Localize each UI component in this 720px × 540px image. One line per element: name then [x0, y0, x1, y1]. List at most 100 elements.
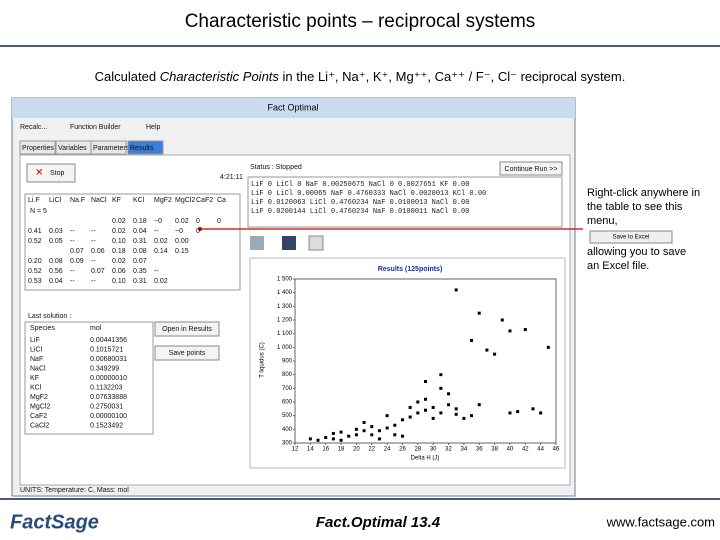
- species-cell: 0.07633888: [90, 394, 127, 401]
- grid-header: MgCl2: [175, 197, 195, 204]
- stop-button[interactable]: [26, 163, 76, 183]
- y-tick-label: 1 500: [277, 277, 293, 283]
- grid-cell: 0.31: [133, 278, 147, 285]
- point: [400, 434, 404, 438]
- grid-header: MgF2: [154, 197, 172, 204]
- y-tick-label: 900: [282, 359, 293, 365]
- point: [393, 423, 397, 427]
- grid-cell: 0.04: [49, 278, 63, 285]
- callout-text: an Excel file.: [587, 260, 649, 272]
- grid-cell: 0.04: [133, 228, 147, 235]
- grid-header: KF: [112, 197, 121, 204]
- grid-cell: --: [91, 278, 96, 285]
- point: [508, 411, 512, 415]
- menu-item[interactable]: Recalc...: [20, 124, 47, 131]
- print-icon[interactable]: [250, 236, 264, 250]
- excel-label: Save to Excel: [613, 235, 650, 241]
- menu-item[interactable]: Help: [146, 124, 161, 131]
- point: [339, 438, 343, 442]
- save-label: Save points: [169, 350, 206, 357]
- save-icon[interactable]: [282, 236, 296, 250]
- point: [354, 427, 358, 431]
- species-cell: 0.2750031: [90, 403, 123, 410]
- point: [424, 380, 427, 383]
- grid-cell: 0.02: [175, 218, 189, 225]
- species-cell: KCl: [30, 384, 42, 391]
- save-button[interactable]: [154, 345, 220, 361]
- point: [324, 436, 328, 440]
- grid-cell: 0.10: [112, 278, 126, 285]
- grid-cell: --: [70, 268, 75, 275]
- callout-text: allowing you to save: [587, 246, 686, 258]
- species-cell: 0.00000100: [90, 413, 127, 420]
- subtitle: Calculated Characteristic Points in the …: [95, 69, 626, 84]
- tab-label: Results: [130, 145, 154, 152]
- x-tick-label: 36: [476, 447, 483, 453]
- tab[interactable]: [90, 140, 127, 155]
- grid-cell: --: [91, 238, 96, 245]
- x-tick-label: 34: [461, 447, 468, 453]
- species-cell: 0.1523492: [90, 422, 123, 429]
- chart-icon[interactable]: [308, 235, 324, 251]
- point: [546, 345, 550, 349]
- point: [454, 288, 458, 292]
- grid-cell: 0.15: [175, 248, 189, 255]
- point: [424, 397, 427, 401]
- grid-cell: 0.02: [154, 278, 168, 285]
- species-cell: NaF: [30, 356, 43, 363]
- y-tick-label: 1 300: [277, 304, 293, 310]
- tab[interactable]: [19, 140, 56, 155]
- point: [470, 414, 474, 418]
- species-cell: CaF2: [30, 413, 47, 420]
- grid-cell: 0.53: [28, 278, 42, 285]
- x-tick-label: 20: [353, 447, 360, 453]
- title-bar: [12, 98, 575, 118]
- open-label: Open in Results: [162, 326, 212, 333]
- open-button[interactable]: [154, 321, 220, 337]
- product: Fact.Optimal 13.4: [316, 514, 441, 531]
- logo: FactSage: [10, 511, 99, 533]
- species-cell: KF: [30, 375, 39, 382]
- console-line: LiF 0.0120063 LiCl 0.4760234 NaF 0.01000…: [251, 199, 469, 207]
- grid-cell: 0.20: [28, 258, 42, 265]
- grid-cell: 0.06: [112, 268, 126, 275]
- y-tick-label: 600: [282, 400, 293, 406]
- grid-cell: 0.52: [28, 238, 42, 245]
- grid-cell: --: [154, 228, 159, 235]
- tab[interactable]: [127, 140, 164, 155]
- callout-text: the table to see this: [587, 201, 683, 213]
- species-cell: MgF2: [30, 394, 48, 401]
- species-cell: NaCl: [30, 365, 46, 372]
- console-line: LiF 0.0200144 LiCl 0.4760234 NaF 0.01000…: [251, 208, 469, 216]
- grid-cell: 0: [217, 218, 221, 225]
- point: [539, 411, 543, 415]
- x-tick-label: 32: [445, 447, 452, 453]
- x-tick-label: 44: [537, 447, 544, 453]
- y-tick-label: 1 000: [277, 345, 293, 351]
- y-tick-label: 700: [282, 386, 293, 392]
- grid-cell: ~0: [154, 218, 162, 225]
- point: [354, 433, 358, 437]
- x-tick-label: 24: [384, 447, 391, 453]
- grid-cell: 0.56: [49, 268, 63, 275]
- chart-title: Results (125points): [378, 266, 443, 273]
- status-bar: UNITS: Temperature: C, Mass: mol: [20, 487, 129, 494]
- species-header: Species: [30, 325, 55, 332]
- grid-cell: 0: [196, 218, 200, 225]
- menu-item[interactable]: Function Builder: [70, 124, 121, 131]
- continue-button[interactable]: [499, 161, 563, 176]
- grid-cell: 0.02: [112, 228, 126, 235]
- grid-cell: 0.00: [175, 238, 189, 245]
- x-tick-label: 42: [522, 447, 529, 453]
- point: [439, 386, 443, 390]
- species-cell: MgCl2: [30, 403, 50, 410]
- grid-cell: 0.02: [112, 218, 126, 225]
- point: [531, 407, 535, 411]
- tab-label: Properties: [22, 145, 54, 152]
- callout-text: menu,: [587, 215, 618, 227]
- status: Status : Stopped: [250, 164, 302, 171]
- results-grid[interactable]: [24, 193, 241, 291]
- grid-cell: 0.41: [28, 228, 42, 235]
